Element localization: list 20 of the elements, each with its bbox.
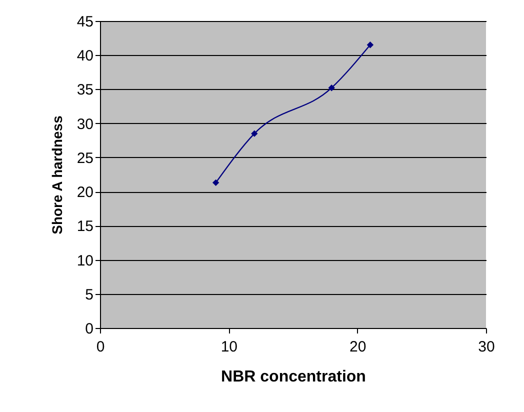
- y-tick-label: 15: [76, 218, 94, 236]
- point: [366, 42, 374, 48]
- x-tick-label: 30: [478, 338, 495, 356]
- y-axis-title: Shore A hardness: [48, 115, 65, 234]
- y-tick-label: 35: [76, 82, 94, 99]
- x-tick-label: 10: [220, 338, 238, 356]
- point: [251, 130, 258, 137]
- y-tick-label: 40: [76, 48, 94, 65]
- y-tick-label: 10: [76, 252, 94, 270]
- y-tick-label: 20: [76, 184, 94, 202]
- y-tick-label: 5: [85, 286, 94, 304]
- x-tick-label: 20: [349, 338, 366, 356]
- x-tick-label: 0: [96, 338, 105, 356]
- y-tick-label: 0: [85, 320, 94, 338]
- y-tick-label: 30: [76, 116, 94, 133]
- point: [328, 84, 335, 92]
- y-tick-label: 25: [76, 150, 94, 167]
- point: [212, 179, 220, 186]
- x-axis-title: NBR concentration: [221, 368, 366, 386]
- y-tick-label: 45: [76, 14, 94, 30]
